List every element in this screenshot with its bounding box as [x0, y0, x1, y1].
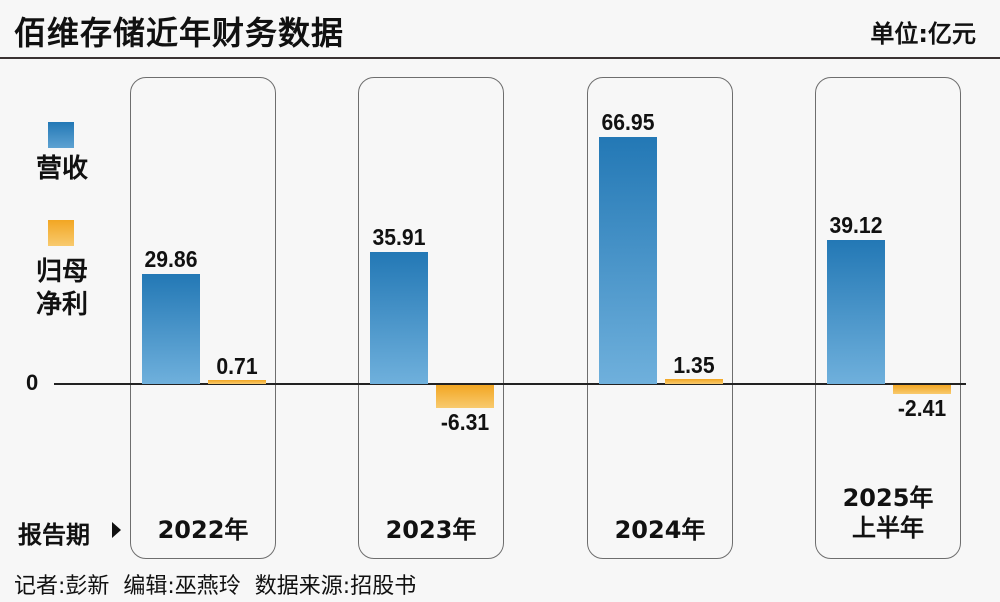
- bar-net-profit: [208, 380, 266, 384]
- category-box-2023: [358, 77, 504, 559]
- value-label-net-profit: 1.35: [673, 352, 715, 379]
- value-label-net-profit: -2.41: [897, 394, 947, 421]
- legend-swatch-profit: [48, 220, 74, 246]
- bar-net-profit: [893, 385, 951, 394]
- value-label-revenue: 66.95: [601, 109, 655, 135]
- credits-footer: 记者:彭新 编辑:巫燕玲 数据来源:招股书: [14, 574, 417, 599]
- legend-label-profit: 归母 净利: [35, 257, 88, 320]
- value-label-revenue: 29.86: [144, 245, 198, 272]
- period-axis-label: 报告期: [18, 521, 90, 549]
- value-label-revenue: 35.91: [372, 223, 426, 250]
- bar-net-profit: [665, 379, 723, 384]
- legend-label-revenue: 营收: [35, 154, 88, 184]
- category-box-2022: [130, 77, 276, 559]
- value-label-net-profit: 0.71: [216, 353, 258, 379]
- bar-revenue: [827, 239, 885, 384]
- category-label-2024: 2024年: [614, 516, 706, 544]
- category-box-2024: [587, 77, 733, 559]
- category-label-2022: 2022年: [157, 516, 249, 544]
- zero-tick-label: 0: [26, 370, 39, 395]
- chart-title: 佰维存储近年财务数据: [14, 14, 345, 52]
- category-label-2023: 2023年: [385, 516, 477, 544]
- category-box-2025h1: [815, 77, 961, 559]
- triangle-right-icon: [112, 522, 121, 538]
- bar-revenue: [370, 251, 428, 384]
- legend-swatch-revenue: [48, 122, 74, 148]
- bar-net-profit: [436, 385, 494, 409]
- value-label-revenue: 39.12: [829, 211, 883, 238]
- zero-baseline: [54, 383, 966, 385]
- bar-revenue: [599, 137, 657, 384]
- value-label-net-profit: -6.31: [440, 409, 490, 436]
- category-label-2025h1: 2025年 上半年: [842, 484, 934, 542]
- bar-revenue: [142, 273, 200, 384]
- header-divider: [0, 57, 1000, 59]
- unit-label: 单位:亿元: [870, 20, 976, 48]
